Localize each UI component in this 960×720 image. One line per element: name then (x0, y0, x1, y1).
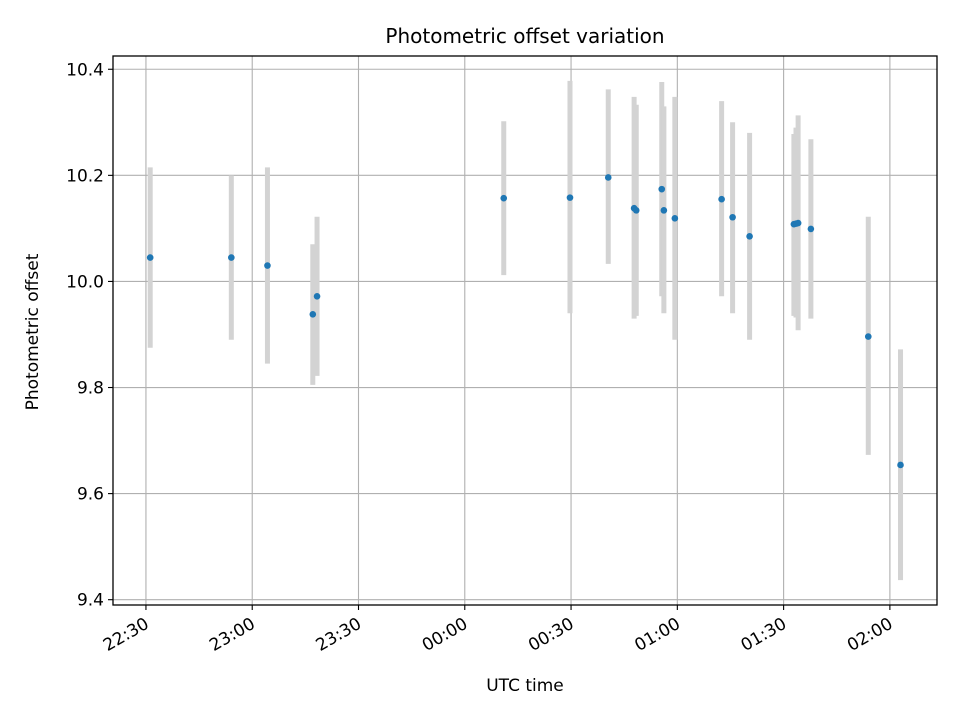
y-tick-label: 9.6 (77, 485, 104, 505)
data-point (897, 461, 904, 469)
data-point (228, 254, 235, 261)
y-tick-label: 9.8 (77, 379, 104, 399)
chart-title: Photometric offset variation (385, 24, 664, 48)
data-point (807, 225, 815, 233)
data-point (264, 262, 271, 269)
data-points (146, 174, 904, 469)
data-point (604, 174, 612, 181)
data-point (146, 254, 154, 261)
y-tick-label: 10.2 (66, 166, 104, 186)
y-tick-label: 9.4 (77, 591, 104, 611)
data-point (671, 215, 679, 222)
data-point (718, 195, 725, 203)
data-point (566, 194, 574, 201)
data-point (658, 185, 666, 193)
data-point (309, 311, 317, 318)
y-axis-ticks: 9.4 9.6 9.8 10.0 10.2 10.4 (66, 60, 113, 611)
data-point (746, 233, 753, 240)
x-axis-label: UTC time (486, 676, 564, 696)
y-tick-label: 10.4 (66, 60, 104, 80)
plot-frame (112, 55, 938, 606)
y-axis-label: Photometric offset (23, 253, 43, 410)
data-point (313, 292, 321, 300)
data-point (500, 194, 508, 202)
data-point (864, 333, 872, 340)
data-point (660, 207, 668, 214)
data-point (729, 213, 736, 221)
data-point (632, 207, 640, 214)
y-tick-label: 10.0 (66, 272, 104, 292)
data-point (794, 219, 802, 227)
